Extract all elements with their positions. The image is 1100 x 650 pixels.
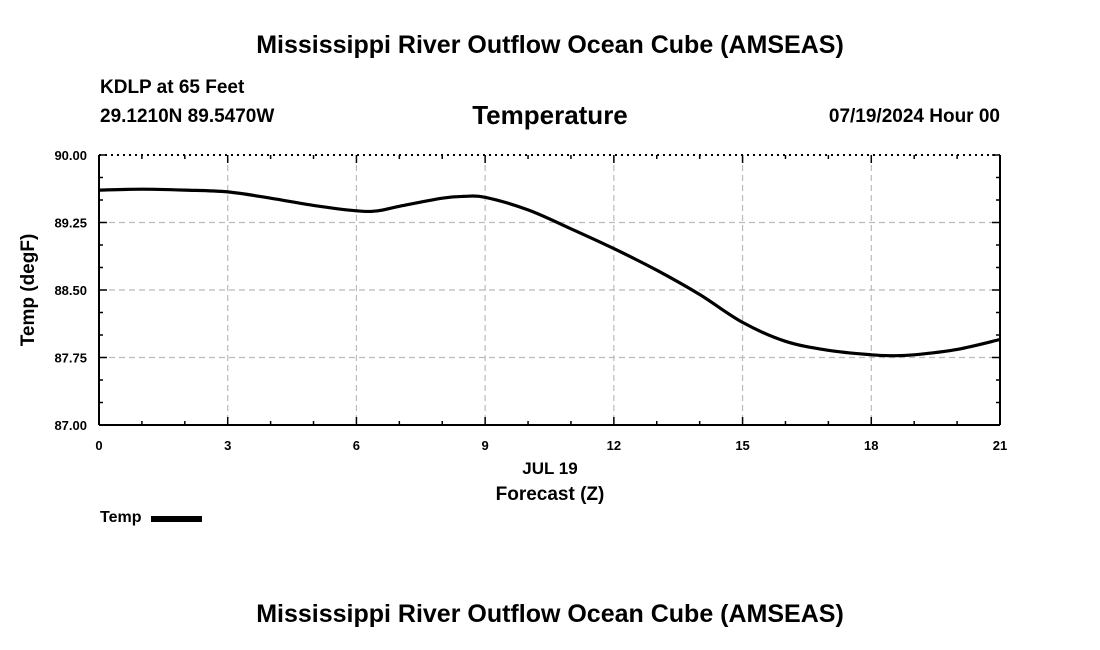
series-line-temp xyxy=(99,189,1000,356)
temperature-chart: 87.00 87.75 88.50 89.25 90.00 0 3 6 9 12 15 18 21 JUL… xyxy=(0,0,1100,650)
x-tick-label: 6 xyxy=(353,438,360,453)
y-tick-label: 88.50 xyxy=(54,283,87,298)
footer-title: Mississippi River Outflow Ocean Cube (AM… xyxy=(0,600,1100,629)
y-axis-label: Temp (degF) xyxy=(18,234,39,347)
y-tick-label: 87.00 xyxy=(54,418,87,433)
y-tick-label: 87.75 xyxy=(54,351,87,366)
x-tick-label: 12 xyxy=(607,438,621,453)
legend: Temp xyxy=(100,509,202,527)
x-tick-label: 18 xyxy=(864,438,878,453)
x-tick-label: 9 xyxy=(482,438,489,453)
x-tick-label: 0 xyxy=(95,438,102,453)
x-axis-date-label: JUL 19 xyxy=(522,459,577,478)
legend-line-swatch xyxy=(151,516,202,522)
y-tick-label: 89.25 xyxy=(54,216,87,231)
legend-label: Temp xyxy=(100,509,141,527)
x-tick-label: 15 xyxy=(735,438,749,453)
y-tick-label: 90.00 xyxy=(54,148,87,163)
x-tick-label: 21 xyxy=(993,438,1007,453)
x-tick-label: 3 xyxy=(224,438,231,453)
x-axis-label: Forecast (Z) xyxy=(496,484,605,505)
